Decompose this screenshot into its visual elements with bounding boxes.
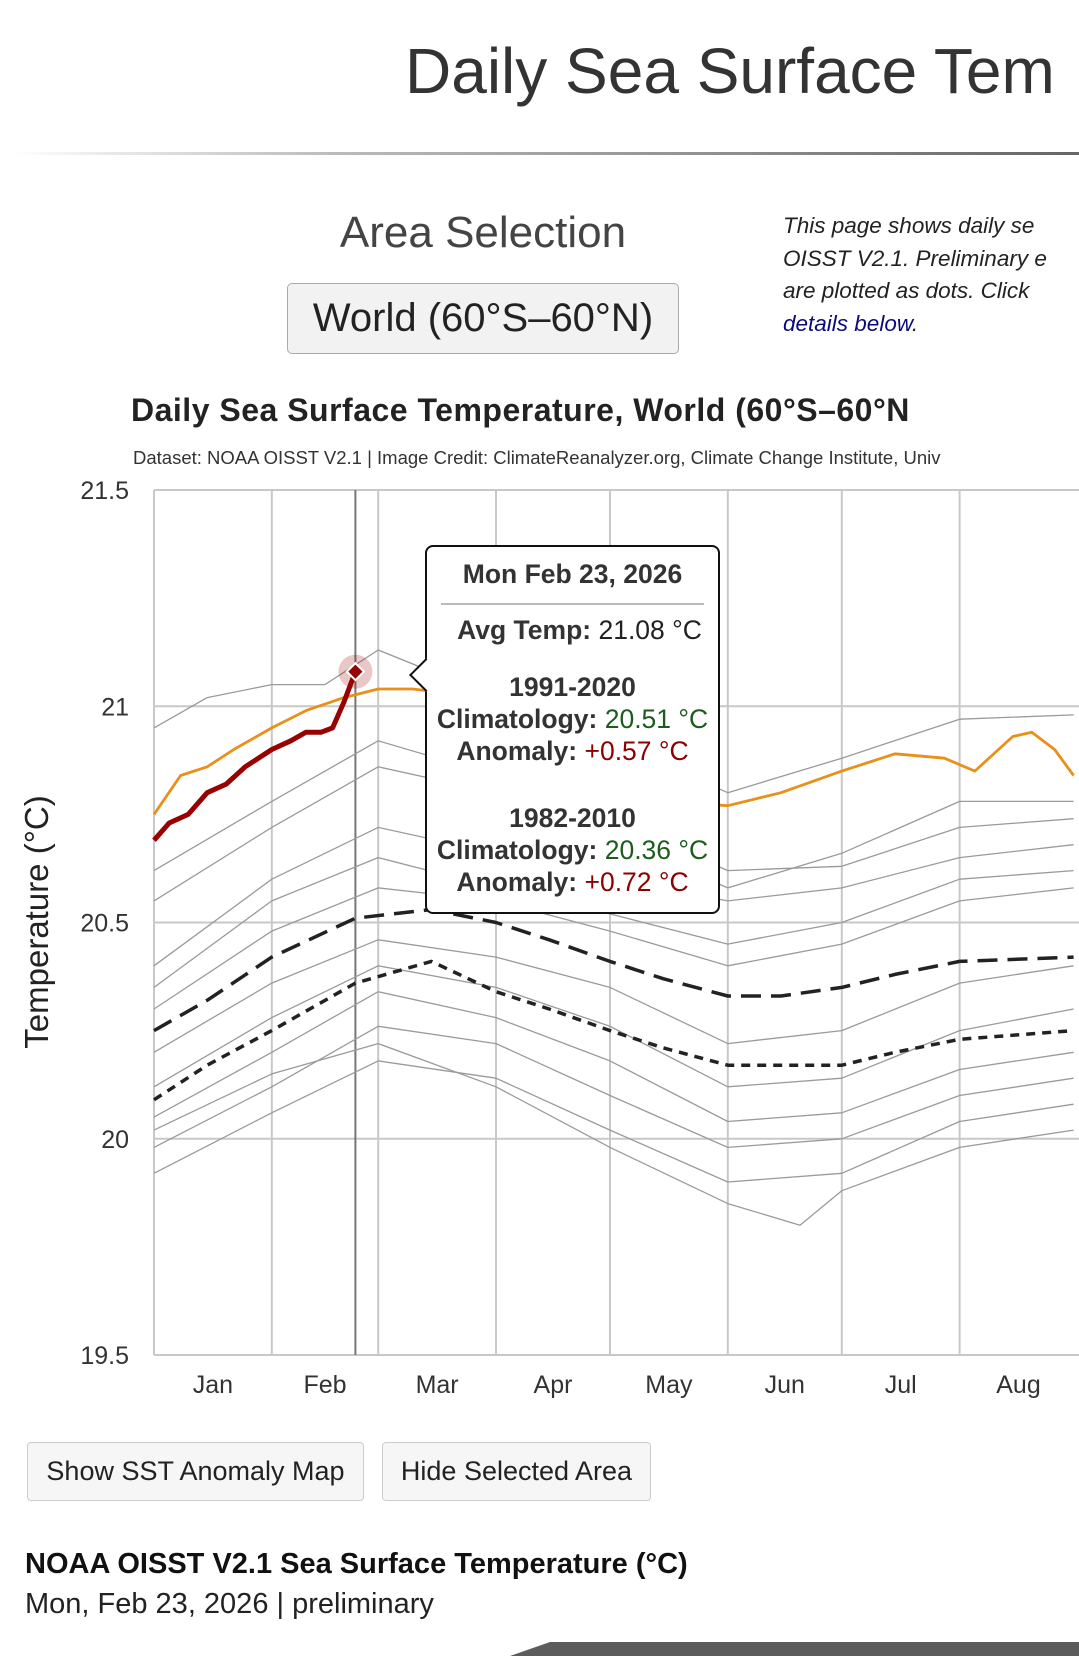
tooltip-clim1-period: 1991-2020 (509, 672, 636, 702)
hide-selected-area-button[interactable]: Hide Selected Area (382, 1442, 651, 1501)
tooltip-anom1: Anomaly: +0.57 °C (456, 736, 689, 766)
show-anomaly-map-button[interactable]: Show SST Anomaly Map (27, 1442, 364, 1501)
series-line-others (153, 1025, 1074, 1149)
tooltip-divider (441, 603, 704, 605)
x-tick-label: Apr (534, 1371, 573, 1399)
x-tick-label: Jul (885, 1371, 917, 1399)
tooltip-avg-temp: Avg Temp: 21.08 °C (457, 615, 702, 645)
series-line-others (153, 939, 1074, 1053)
tooltip: Mon Feb 23, 2026 Avg Temp: 21.08 °C 1991… (409, 545, 720, 914)
x-tick-label: Jan (193, 1371, 233, 1399)
x-tick-label: Aug (996, 1371, 1040, 1399)
map-date: Mon, Feb 23, 2026 | preliminary (25, 1588, 434, 1620)
x-tick-label: Mar (416, 1371, 459, 1399)
series-line-others (153, 1060, 1074, 1183)
series-line-others (153, 991, 1074, 1123)
x-tick-label: Feb (303, 1371, 346, 1399)
x-tick-label: May (645, 1371, 693, 1399)
sst-chart[interactable]: 21.5 21 20.5 20 19.5 Jan Feb Mar Apr May Jun Jul Aug… (0, 0, 1079, 1430)
chart-credit: Dataset: NOAA OISST V2.1 | Image Credit:… (133, 447, 941, 468)
page-title: Daily Sea Surface Tem (405, 35, 1055, 107)
y-tick-label: 21.5 (80, 477, 129, 505)
area-selection-heading: Area Selection (339, 208, 627, 257)
details-link[interactable]: details below (783, 310, 912, 336)
series-line-others (153, 1042, 1074, 1226)
y-axis-label: Temperature (°C) (18, 795, 55, 1048)
intro-text: This page shows daily se OISST V2.1. Pre… (783, 210, 1047, 340)
intro-line: are plotted as dots. Click (783, 278, 1030, 303)
tooltip-clim2: Climatology: 20.36 °C (436, 835, 709, 865)
intro-line: This page shows daily se (783, 213, 1035, 238)
title-divider (10, 152, 1079, 155)
series-line-clim1991 (153, 907, 1074, 1033)
map-title: NOAA OISST V2.1 Sea Surface Temperature … (25, 1548, 688, 1580)
intro-trail: . (911, 310, 919, 336)
current-point-marker (345, 661, 366, 682)
series-line-current (152, 670, 358, 842)
grid (153, 489, 1079, 1356)
series-line-clim1982 (153, 959, 1074, 1102)
tooltip-clim1: Climatology: 20.51 °C (436, 704, 709, 734)
y-tick-label: 21 (101, 693, 129, 721)
tooltip-clim2-period: 1982-2010 (509, 803, 636, 833)
axis-ticks: 21.5 21 20.5 20 19.5 Jan Feb Mar Apr May Jun Jul Aug (80, 477, 1040, 1399)
chart-title: Daily Sea Surface Temperature, World (60… (131, 392, 910, 428)
intro-line: OISST V2.1. Preliminary e (783, 245, 1047, 271)
y-tick-label: 19.5 (80, 1342, 129, 1370)
tooltip-anom2: Anomaly: +0.72 °C (456, 867, 689, 897)
tooltip-date: Mon Feb 23, 2026 (462, 559, 683, 589)
y-tick-label: 20 (101, 1126, 129, 1154)
x-tick-label: Jun (765, 1371, 805, 1399)
map-panel-edge (510, 1642, 1079, 1656)
y-tick-label: 20.5 (80, 910, 129, 938)
series-line-others (153, 887, 1074, 1010)
area-selection-button[interactable]: World (60°S–60°N) (287, 283, 679, 354)
